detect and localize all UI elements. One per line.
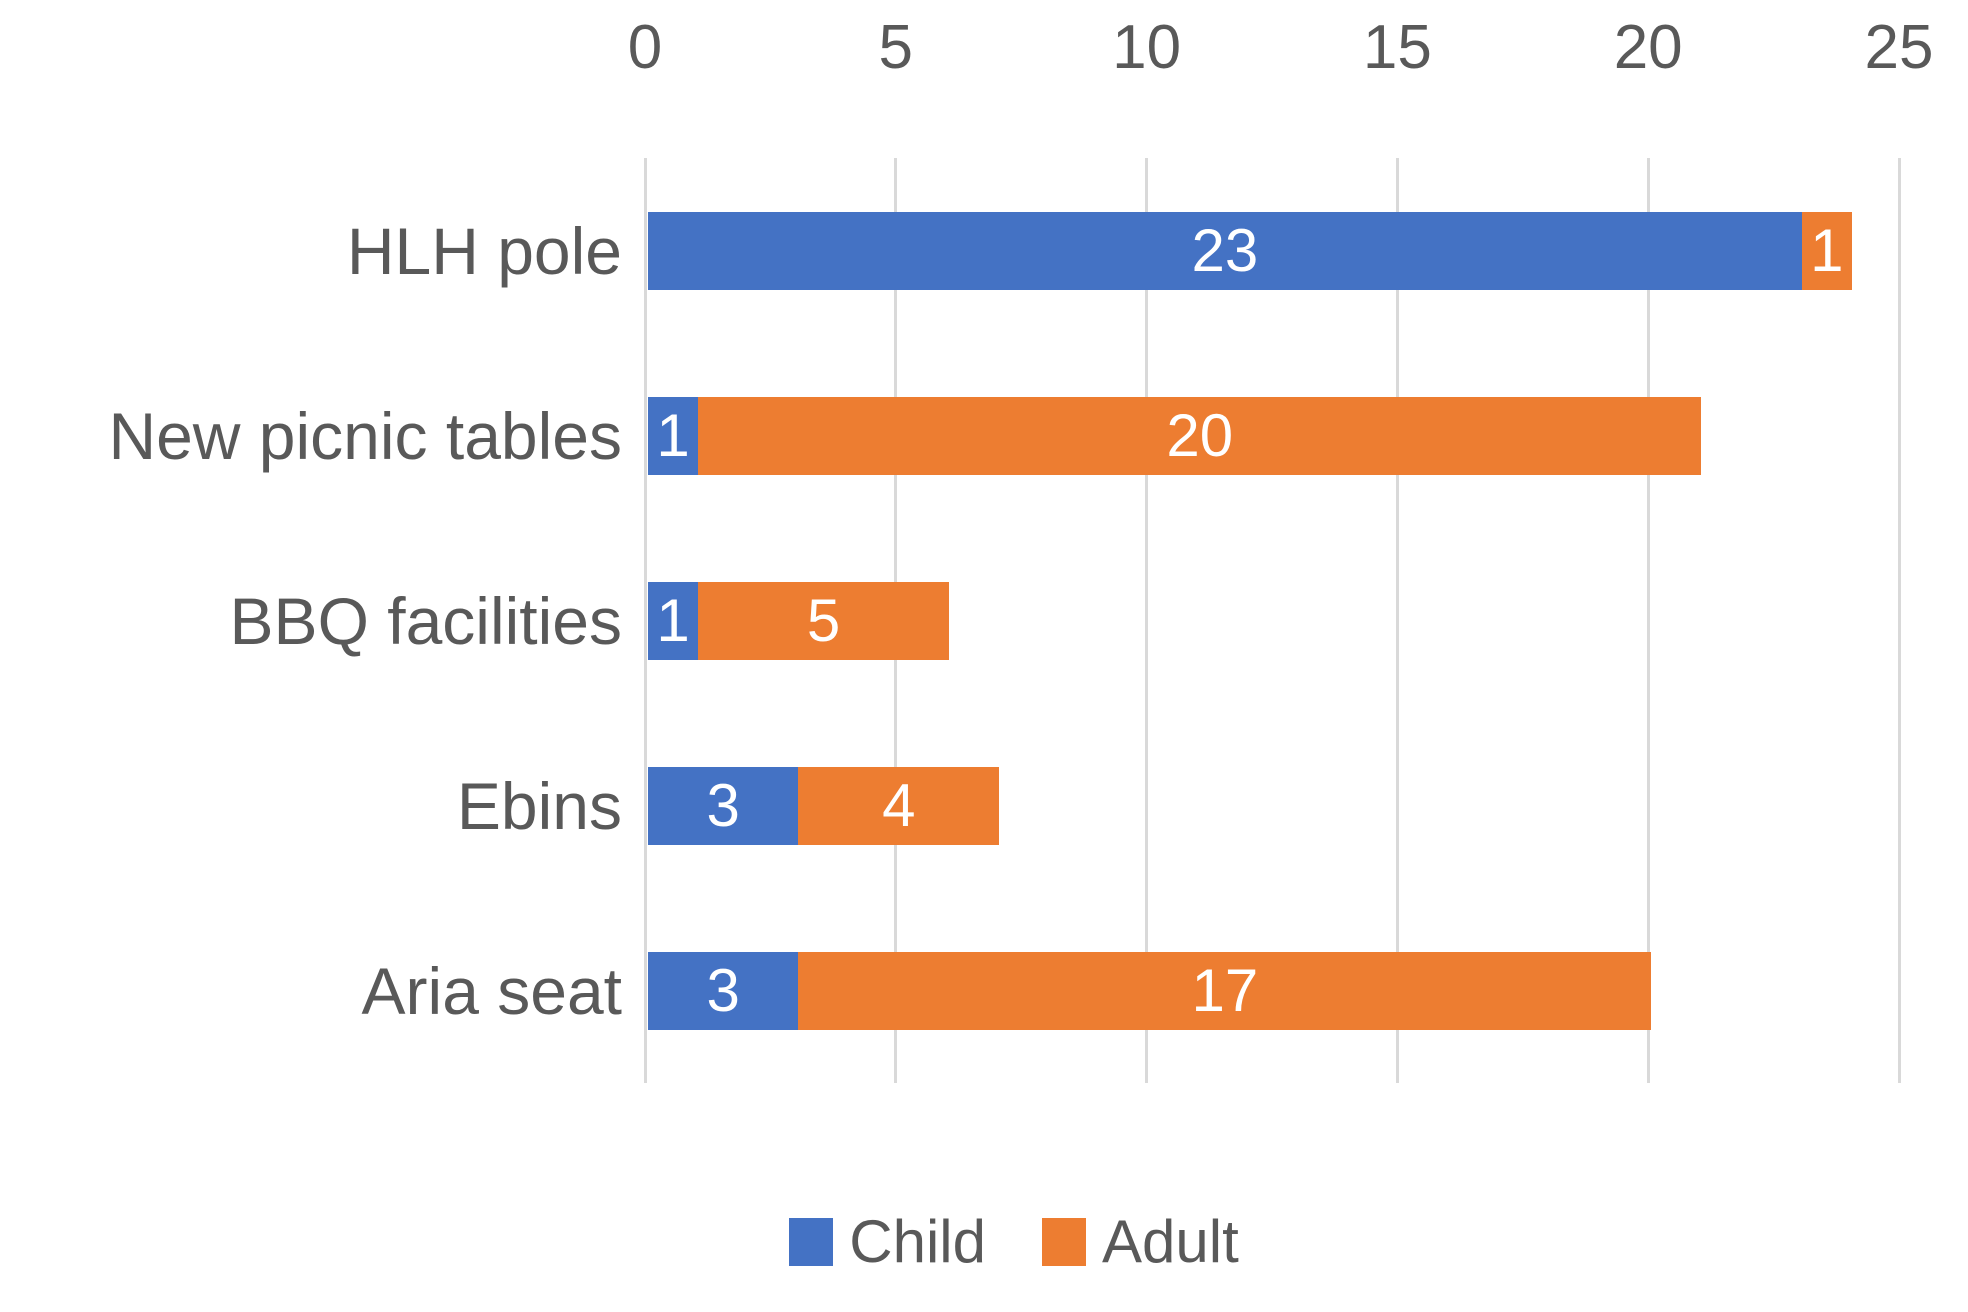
legend-label-child: Child: [849, 1208, 986, 1275]
x-tick-label: 15: [1362, 13, 1432, 82]
legend: Child Adult: [30, 1212, 1968, 1272]
bar-row: 1 20: [648, 396, 1702, 475]
bar-value-label: 3: [706, 771, 740, 839]
bar-value-label: 1: [1810, 216, 1844, 284]
bar-value-label: 3: [706, 956, 740, 1024]
legend-item-adult: Adult: [1041, 1208, 1239, 1275]
bar-value-label: 17: [1191, 956, 1259, 1024]
legend-label-adult: Adult: [1101, 1208, 1239, 1275]
category-label: BBQ facilities: [229, 583, 622, 658]
bar-segment-adult: 4: [798, 766, 1000, 845]
bar-row: 23 1: [648, 211, 1852, 290]
x-tick-label: 10: [1112, 13, 1182, 82]
bar-segment-child: 3: [648, 766, 799, 845]
category-label: Ebins: [456, 768, 622, 843]
gridline-10: [1145, 158, 1149, 1083]
bar-value-label: 23: [1191, 216, 1259, 284]
bar-segment-adult: 1: [1801, 211, 1852, 290]
x-tick-label: 0: [627, 13, 663, 82]
x-tick-label: 5: [878, 13, 914, 82]
category-label: Aria seat: [361, 953, 622, 1028]
bar-segment-child: 1: [648, 581, 699, 660]
bar-value-label: 1: [656, 401, 690, 469]
bar-value-label: 4: [882, 771, 916, 839]
legend-item-child: Child: [789, 1212, 986, 1272]
gridline-15: [1395, 158, 1399, 1083]
gridline-25: [1897, 158, 1901, 1083]
bar-segment-adult: 17: [798, 951, 1652, 1030]
bar-value-label: 20: [1166, 401, 1234, 469]
legend-swatch-adult: [1041, 1218, 1086, 1266]
gridline-0: [643, 158, 647, 1083]
x-tick-label: 20: [1613, 13, 1683, 82]
legend-swatch-child: [789, 1218, 834, 1266]
category-label: HLH pole: [346, 213, 622, 288]
bar-segment-child: 3: [648, 951, 799, 1030]
bar-segment-adult: 20: [698, 396, 1702, 475]
category-label: New picnic tables: [108, 398, 622, 473]
bar-value-label: 1: [656, 586, 690, 654]
gridline-20: [1646, 158, 1650, 1083]
bar-row: 3 17: [648, 951, 1652, 1030]
x-tick-label: 25: [1864, 13, 1934, 82]
bar-segment-child: 23: [648, 211, 1802, 290]
bar-value-label: 5: [806, 586, 841, 654]
bar-segment-child: 1: [648, 396, 699, 475]
bar-segment-adult: 5: [698, 581, 949, 660]
